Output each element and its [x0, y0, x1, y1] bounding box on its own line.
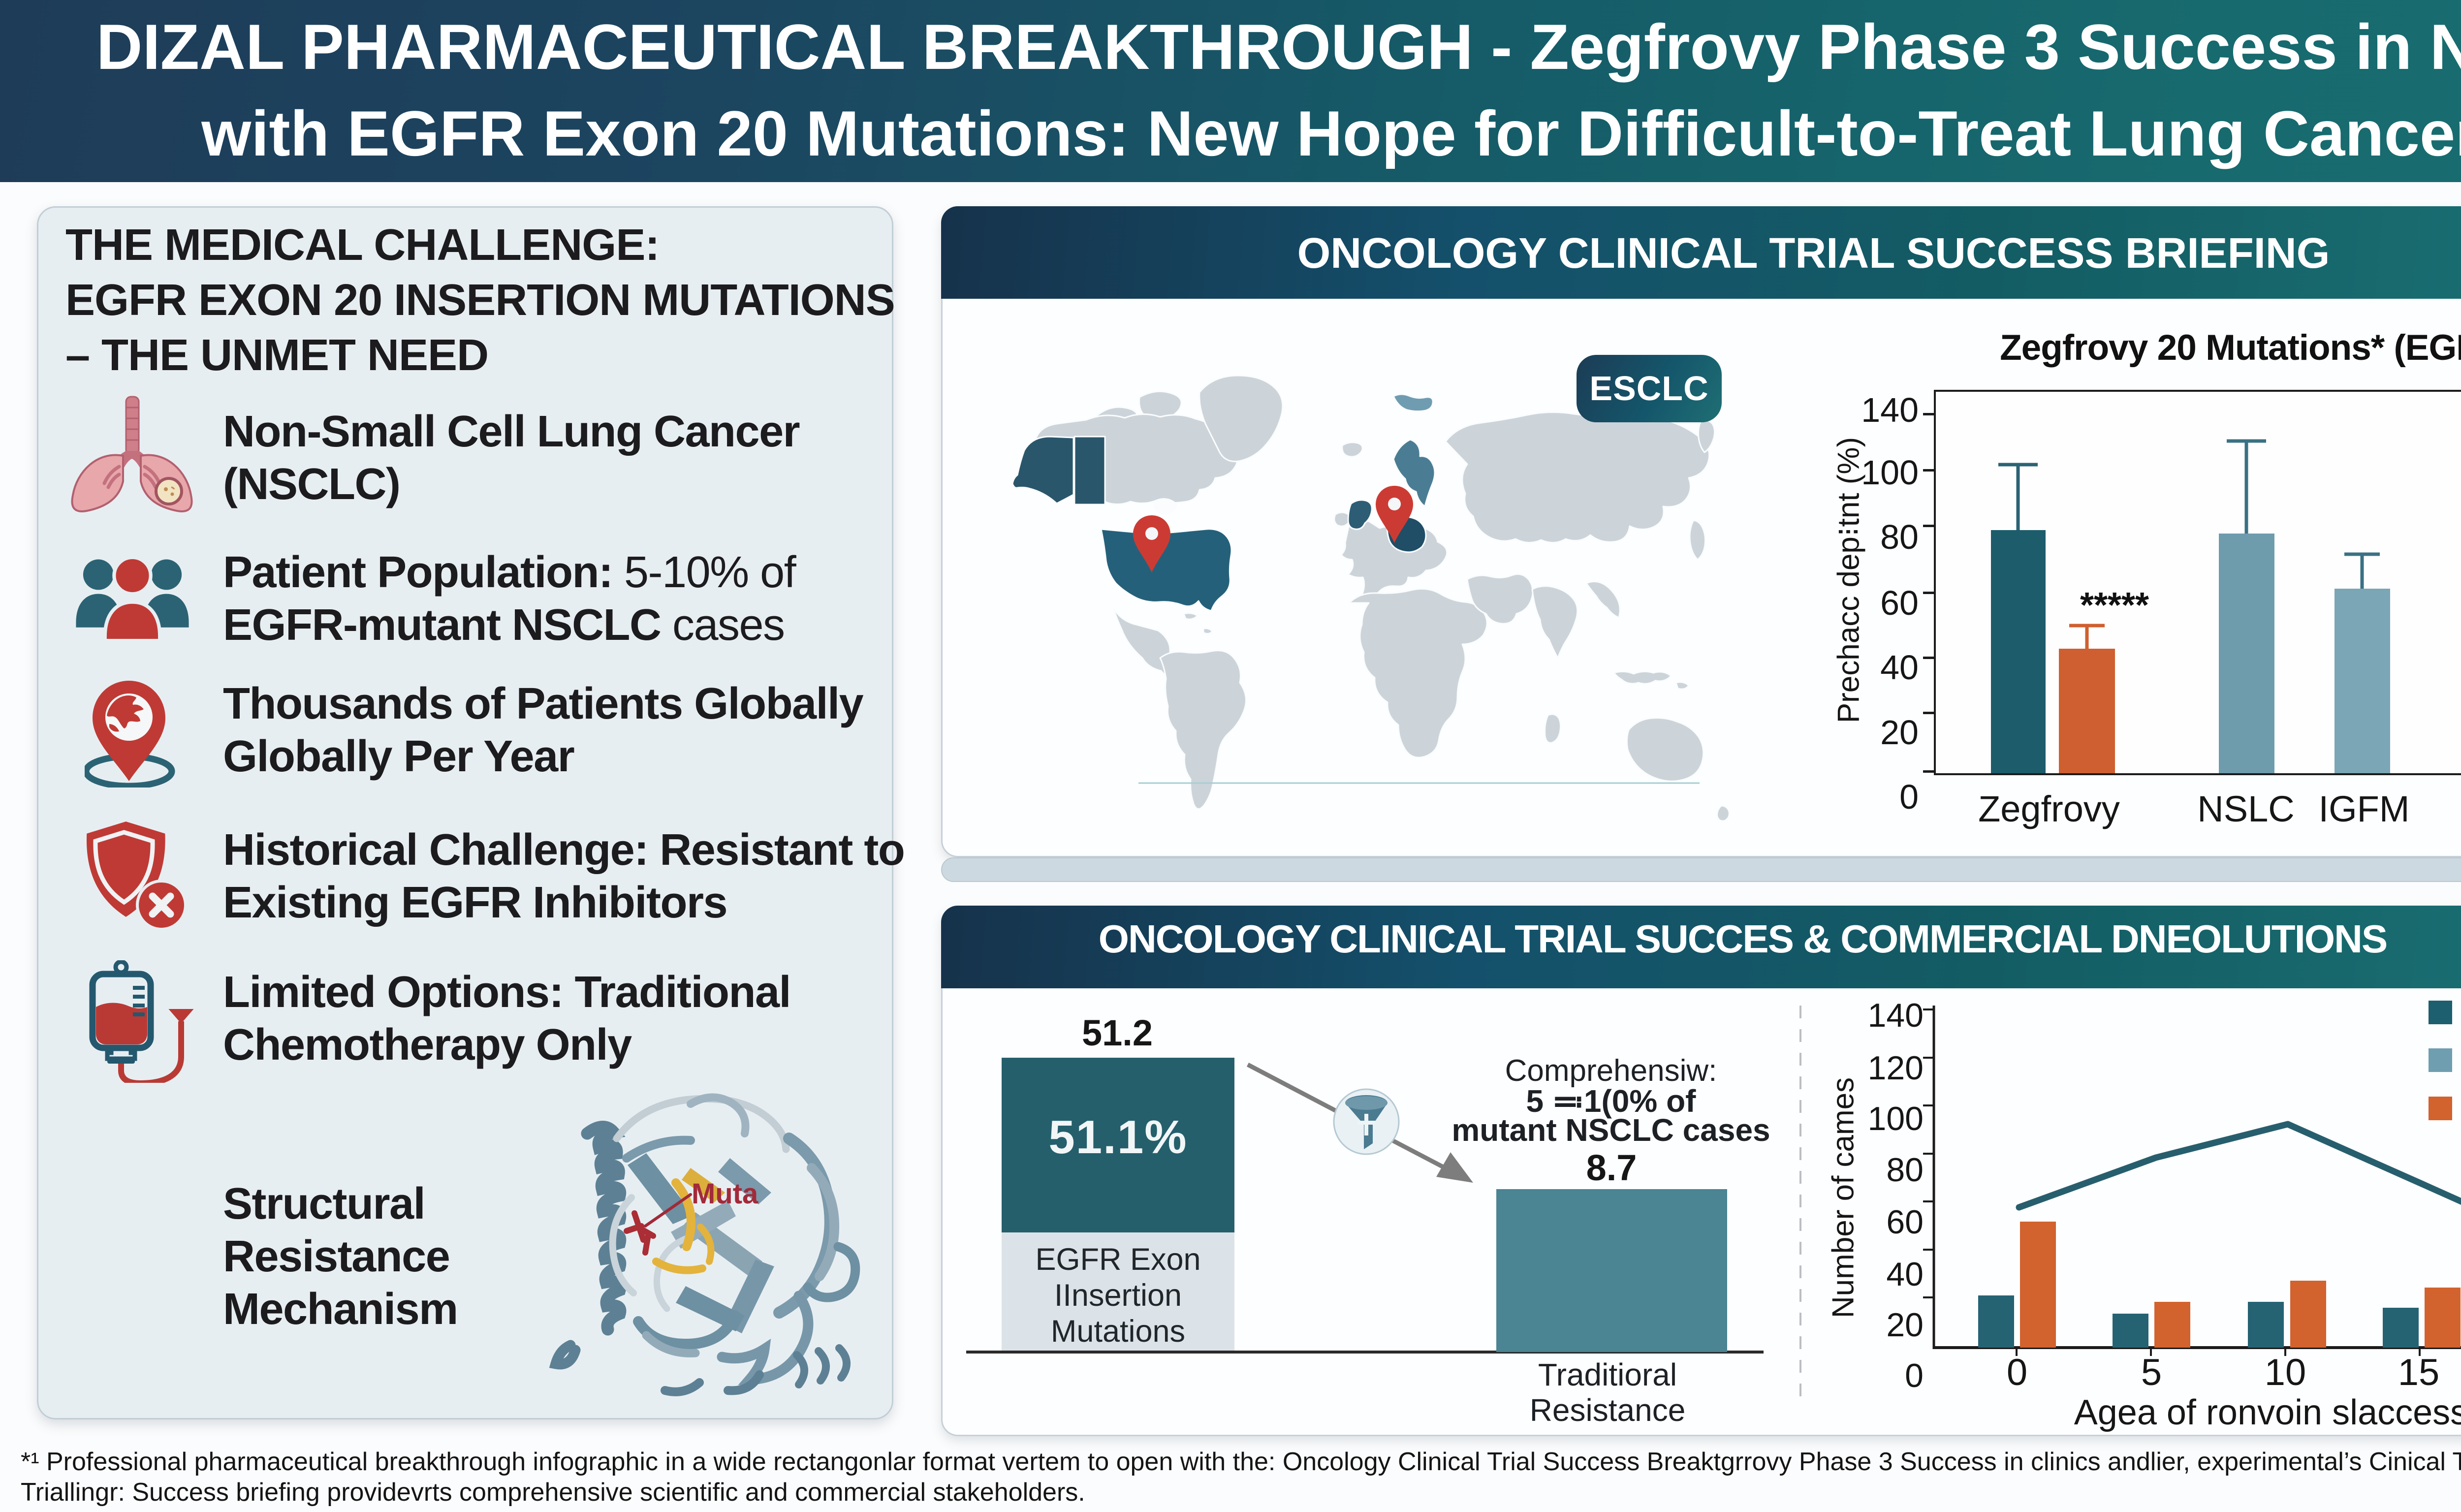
svg-text:Muta: Muta	[692, 1178, 758, 1210]
